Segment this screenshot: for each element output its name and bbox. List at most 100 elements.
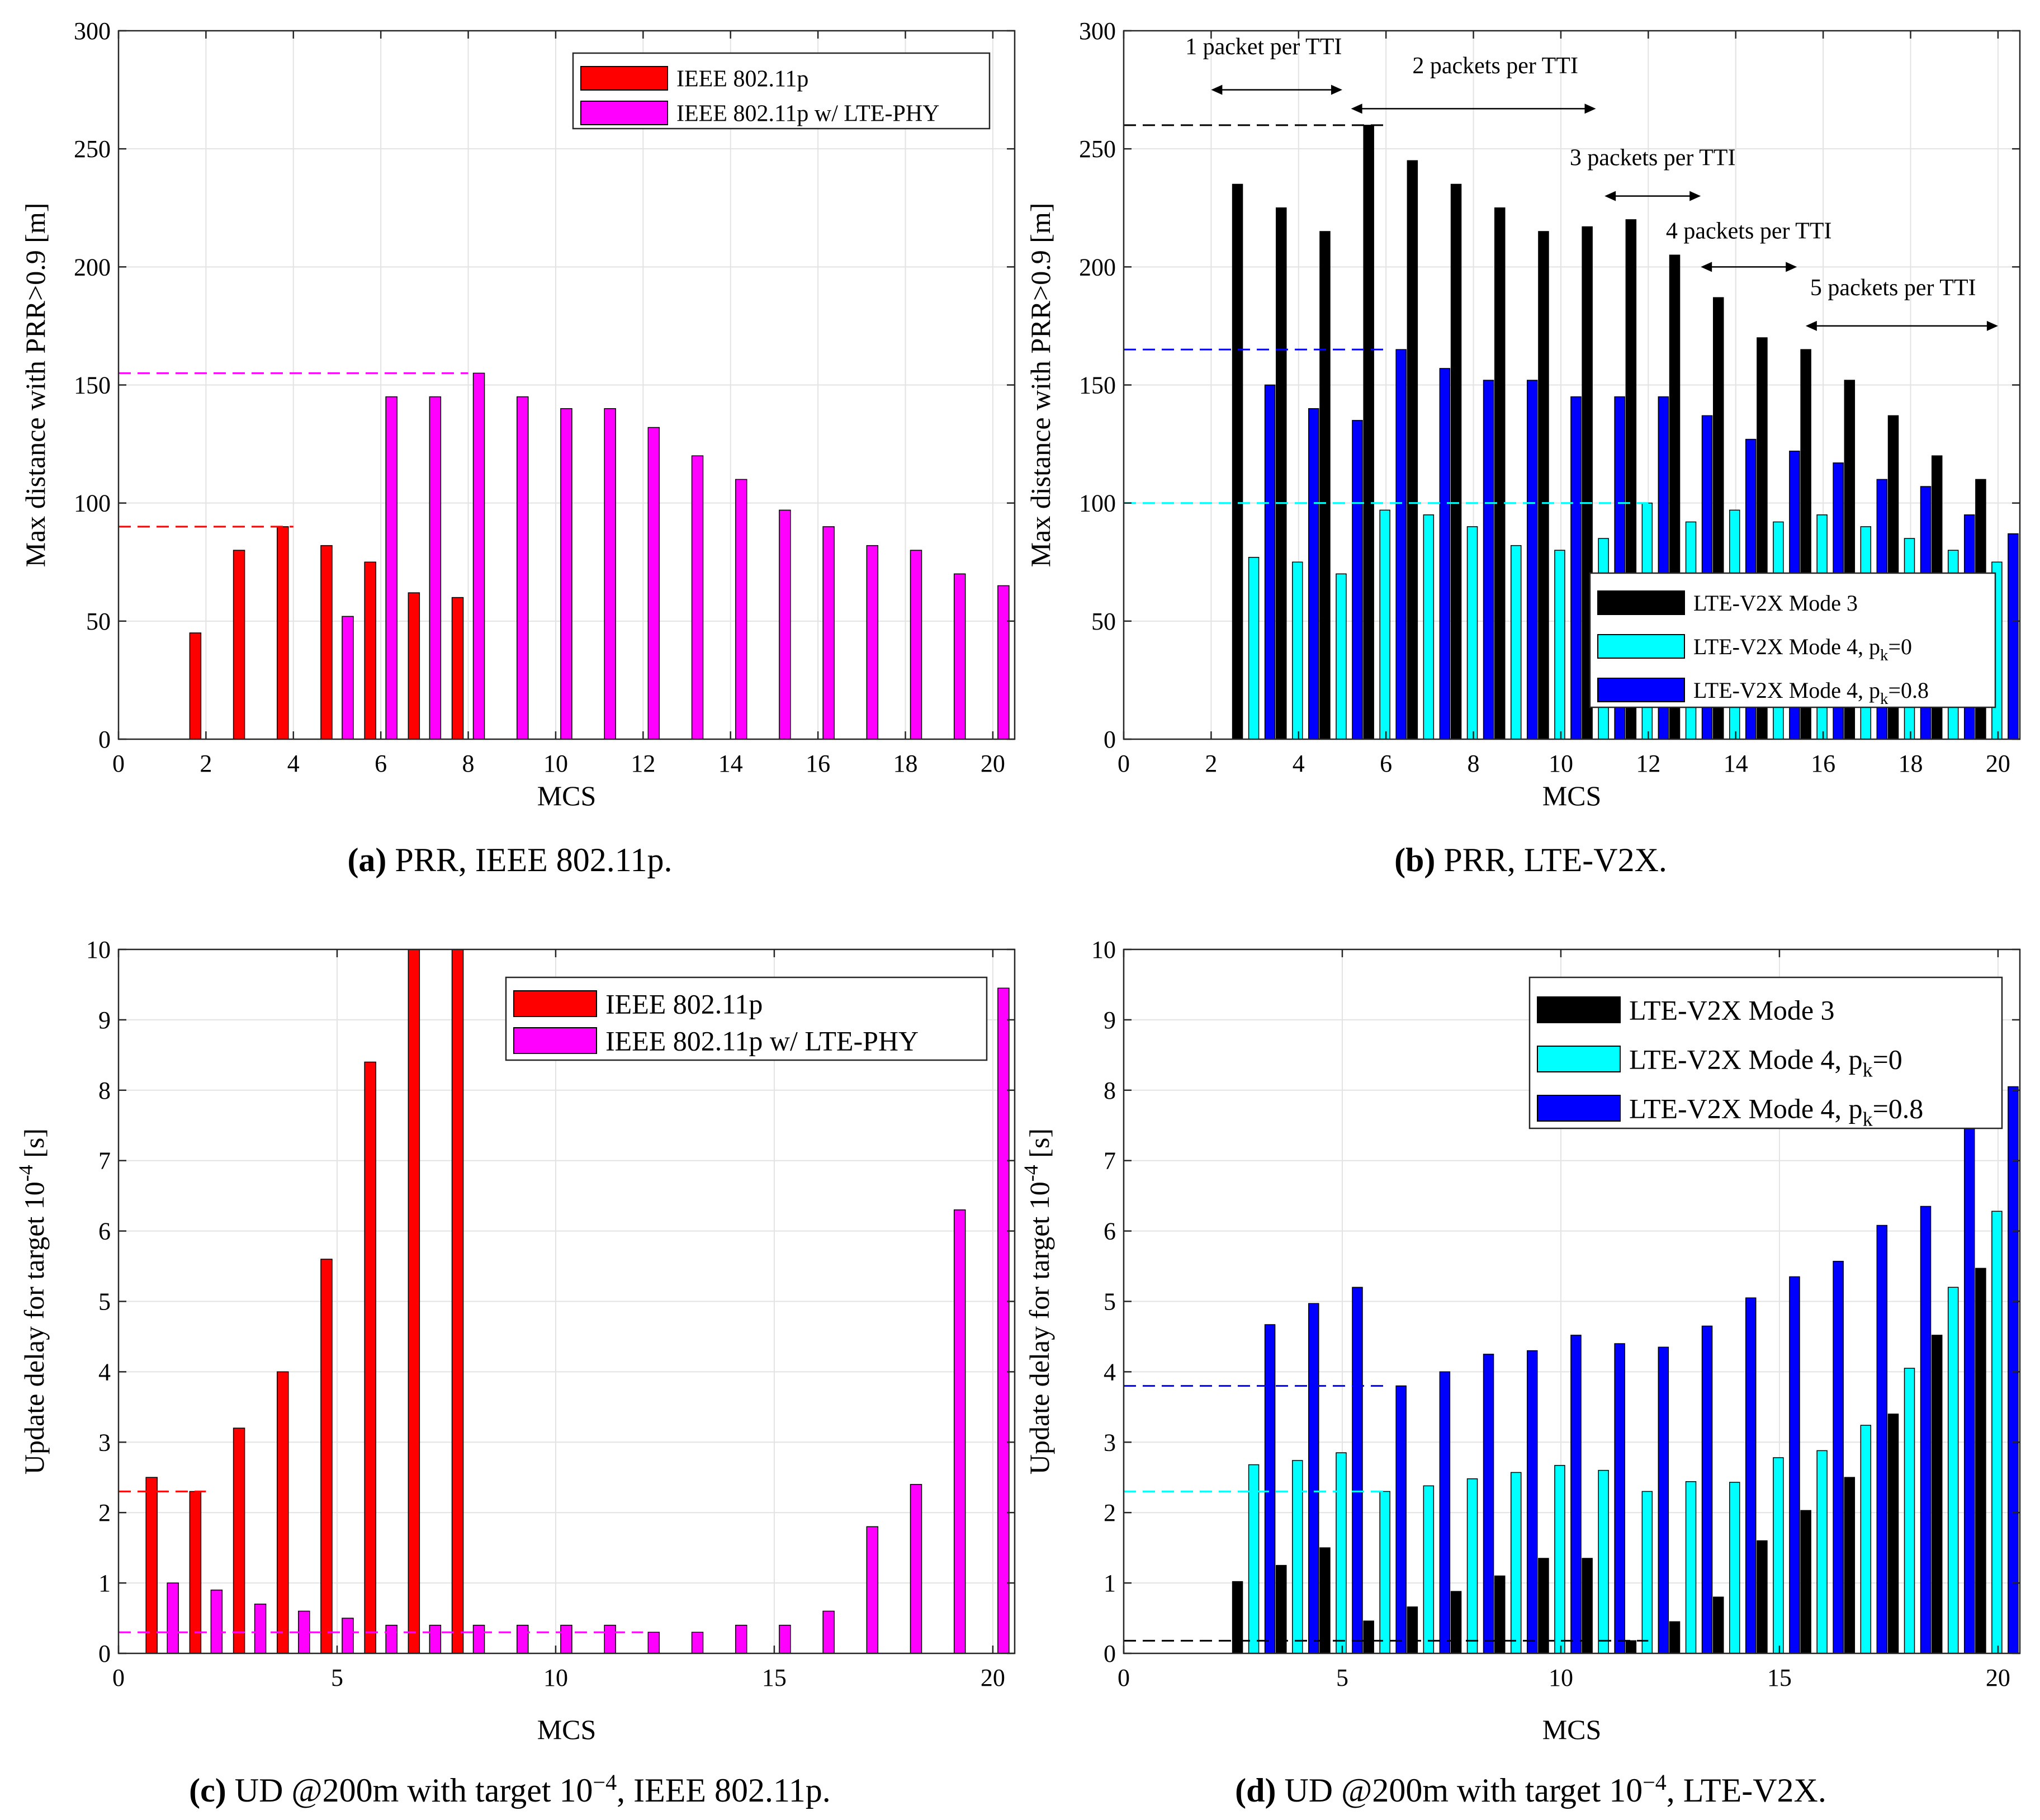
bar bbox=[1395, 349, 1407, 740]
bar bbox=[145, 1477, 158, 1654]
caption-a-text: PRR, IEEE 802.11p. bbox=[395, 842, 673, 878]
bar bbox=[472, 1624, 485, 1654]
y-tick-label: 4 bbox=[1104, 1358, 1116, 1386]
bar bbox=[1538, 1558, 1549, 1654]
x-tick-label: 18 bbox=[1899, 750, 1923, 777]
bar bbox=[277, 1371, 289, 1654]
bar bbox=[1887, 1414, 1899, 1654]
legend-swatch bbox=[513, 990, 597, 1017]
bar bbox=[822, 1610, 835, 1654]
y-tick-label: 250 bbox=[74, 135, 111, 163]
bar bbox=[1920, 1206, 1932, 1654]
bar bbox=[822, 526, 835, 740]
caption-b-text: PRR, LTE-V2X. bbox=[1443, 842, 1667, 878]
caption-a: (a) PRR, IEEE 802.11p. bbox=[7, 843, 1013, 877]
x-tick-label: 18 bbox=[893, 750, 918, 777]
bar bbox=[189, 632, 202, 740]
x-tick-label: 16 bbox=[1811, 750, 1835, 777]
y-tick-label: 10 bbox=[1091, 936, 1116, 963]
bar bbox=[1276, 207, 1287, 740]
bar bbox=[1450, 1591, 1462, 1654]
bar bbox=[1264, 1324, 1276, 1654]
bar-series-c-1 bbox=[167, 987, 1010, 1654]
bar bbox=[735, 1624, 747, 1654]
annotation-label: 2 packets per TTI bbox=[1412, 53, 1578, 79]
bar bbox=[472, 372, 485, 740]
bar bbox=[1308, 1303, 1319, 1654]
y-tick-label: 9 bbox=[1104, 1006, 1116, 1034]
caption-d-text: UD @200m with target 10 bbox=[1284, 1772, 1643, 1809]
y-tick-label: 100 bbox=[1079, 490, 1116, 517]
legend-swatch bbox=[1537, 1095, 1621, 1122]
y-tick-label: 9 bbox=[98, 1006, 111, 1034]
y-tick-label: 0 bbox=[1104, 1640, 1116, 1667]
bar bbox=[1816, 1450, 1828, 1654]
x-tick-label: 12 bbox=[1636, 750, 1660, 777]
caption-a-letter: (a) bbox=[347, 842, 387, 878]
legend-swatch bbox=[1597, 634, 1685, 659]
x-tick-label: 6 bbox=[1380, 750, 1392, 777]
y-axis-label-c: Update delay for target 10-4 [s] bbox=[15, 1128, 50, 1474]
chart-panel-a: 0 2 4 6 8 10 12 14 16 18 20050100150200250300MCSMa… bbox=[20, 17, 1016, 811]
bar bbox=[691, 1632, 704, 1654]
y-tick-label: 250 bbox=[1079, 135, 1116, 163]
x-tick-label: 20 bbox=[1986, 750, 2010, 777]
bar bbox=[1876, 1225, 1888, 1654]
bar bbox=[342, 1618, 354, 1654]
bar bbox=[1439, 1371, 1451, 1654]
bar bbox=[1712, 1596, 1724, 1654]
bar bbox=[320, 1259, 333, 1654]
y-tick-label: 50 bbox=[86, 608, 111, 635]
y-tick-label: 6 bbox=[1104, 1218, 1116, 1245]
x-tick-label: 14 bbox=[718, 750, 743, 777]
y-tick-label: 2 bbox=[98, 1499, 111, 1526]
bar bbox=[517, 1624, 529, 1654]
bar bbox=[1833, 1260, 1844, 1654]
y-tick-label: 200 bbox=[1079, 253, 1116, 281]
x-tick-label: 16 bbox=[806, 750, 830, 777]
bar bbox=[1466, 1478, 1478, 1654]
bar-series-a-1 bbox=[342, 372, 1010, 740]
x-tick-label: 10 bbox=[1549, 750, 1573, 777]
bar bbox=[277, 526, 289, 740]
bar bbox=[429, 396, 442, 740]
bar bbox=[320, 545, 333, 740]
annotation-b-2: 3 packets per TTI bbox=[1570, 145, 1735, 201]
bar bbox=[1363, 125, 1374, 740]
bar-series-d-2 bbox=[1264, 1086, 2019, 1654]
bar bbox=[910, 1484, 922, 1654]
bar bbox=[210, 1589, 223, 1654]
annotation-arrow-head-right bbox=[1331, 84, 1342, 95]
y-tick-label: 5 bbox=[1104, 1288, 1116, 1316]
x-tick-label: 10 bbox=[543, 750, 568, 777]
legend-swatch bbox=[1537, 996, 1621, 1023]
y-tick-label: 150 bbox=[1079, 372, 1116, 399]
caption-b-letter: (b) bbox=[1394, 842, 1436, 878]
bar bbox=[560, 408, 572, 740]
caption-d-letter: (d) bbox=[1235, 1772, 1276, 1809]
bar bbox=[779, 509, 791, 740]
x-tick-label: 0 bbox=[112, 750, 125, 777]
y-tick-label: 5 bbox=[98, 1288, 111, 1316]
x-tick-label: 8 bbox=[462, 750, 475, 777]
legend-label: IEEE 802.11p w/ LTE-PHY bbox=[676, 101, 940, 127]
bar-series-c-0 bbox=[145, 949, 464, 1654]
bar bbox=[254, 1604, 267, 1654]
y-tick-label: 0 bbox=[98, 726, 111, 753]
caption-c-exponent: −4 bbox=[593, 1770, 617, 1795]
bar bbox=[1975, 1268, 1986, 1654]
legend-label: LTE-V2X Mode 3 bbox=[1693, 590, 1858, 616]
y-tick-label: 100 bbox=[74, 490, 111, 517]
annotation-arrow-head-right bbox=[1689, 191, 1701, 201]
legend-swatch bbox=[580, 101, 668, 125]
bar bbox=[1319, 1547, 1331, 1654]
x-tick-label: 10 bbox=[543, 1664, 568, 1691]
bar bbox=[1614, 1343, 1625, 1654]
bar bbox=[1395, 1385, 1407, 1654]
bar bbox=[517, 396, 529, 740]
annotation-arrow-head-right bbox=[1986, 320, 1998, 331]
bar bbox=[1379, 509, 1390, 740]
annotation-arrow-head-left bbox=[1604, 191, 1616, 201]
bar bbox=[167, 1582, 179, 1654]
